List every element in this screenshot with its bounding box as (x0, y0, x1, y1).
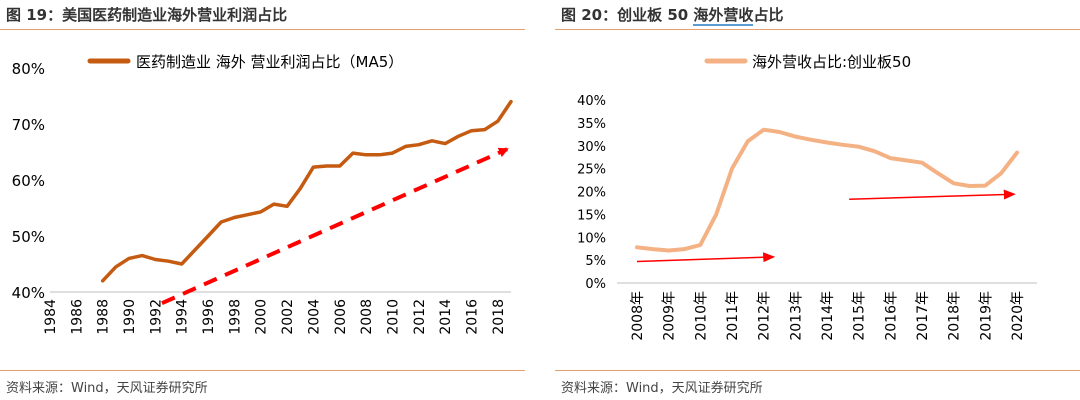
panel-right: 图 20：创业板 50 海外营收占比 0% 5% 10% 15% 20% 25% 30% 35… (555, 0, 1080, 400)
x-tick-label-left: 2018 (491, 299, 507, 335)
x-tick-label-right: 2010年 (693, 291, 709, 341)
panel-left: 图 19：美国医药制造业海外营业利润占比 40% 50% 60% 70% 80% 1984… (0, 0, 525, 400)
y-tick-label-right: 5% (585, 254, 606, 269)
x-tick-label-right: 2019年 (978, 291, 994, 341)
title-rule-left (0, 29, 525, 30)
x-tick-label-left: 1988 (96, 299, 112, 335)
y-tick-label-left: 50% (12, 228, 45, 246)
y-tick-label-left: 60% (12, 172, 45, 190)
title-suffix-right: 占比 (753, 6, 784, 24)
x-tick-label-left: 2004 (306, 299, 322, 335)
y-tick-label-left: 40% (12, 284, 45, 302)
x-tick-label-right: 2012年 (757, 291, 773, 341)
x-tick-label-left: 1996 (201, 299, 217, 335)
x-tick-label-left: 2012 (412, 299, 428, 335)
annotation-arrow-right-1 (636, 252, 776, 263)
series-line-left (100, 99, 513, 283)
source-note-left: 资料来源：Wind，天风证券研究所 (6, 381, 208, 396)
x-tick-label-right: 2017年 (915, 291, 931, 341)
x-tick-label-right: 2014年 (820, 291, 836, 341)
source-note-right: 资料来源：Wind，天风证券研究所 (561, 381, 763, 396)
x-tick-label-right: 2013年 (788, 291, 804, 341)
chart-right: 0% 5% 10% 15% 20% 25% 30% 35% 40% 2008年 2009年 2010年… (577, 53, 1037, 341)
y-tick-label-right: 25% (577, 163, 606, 178)
y-tick-label-right: 0% (585, 277, 606, 292)
x-tick-label-left: 2010 (385, 299, 401, 335)
x-tick-label-left: 1986 (69, 299, 85, 335)
x-tick-label-right: 2020年 (1010, 291, 1026, 341)
trend-arrow-left (161, 147, 509, 306)
x-tick-label-left: 2014 (438, 299, 454, 335)
y-tick-label-right: 20% (577, 186, 606, 201)
title-prefix-right: 图 20：创业板 50 (561, 6, 694, 24)
chart-left: 40% 50% 60% 70% 80% 1984 1986 1988 1990 1992 1994 1… (12, 53, 513, 335)
legend-label-left: 医药制造业 海外 营业利润占比（MA5） (136, 53, 403, 71)
x-tick-label-left: 1984 (43, 299, 59, 335)
x-tick-label-left: 1994 (175, 299, 191, 335)
x-tick-label-right: 2016年 (883, 291, 899, 341)
y-tick-label-left: 70% (12, 116, 45, 134)
source-rule-left (0, 370, 525, 371)
x-tick-label-right: 2018年 (947, 291, 963, 341)
chart-title-left: 图 19：美国医药制造业海外营业利润占比 (6, 6, 288, 24)
x-tick-label-right: 2015年 (852, 291, 868, 341)
y-tick-label-right: 15% (577, 208, 606, 223)
y-tick-label-right: 10% (577, 231, 606, 246)
x-tick-label-left: 1990 (122, 299, 138, 335)
series-line-right (635, 127, 1019, 253)
source-rule-right (555, 370, 1080, 371)
x-tick-label-left: 2002 (280, 299, 296, 335)
x-tick-label-right: 2008年 (630, 291, 646, 341)
annotation-arrow-right-2 (849, 189, 1016, 201)
title-underlined-right: 海外营收 (693, 6, 754, 26)
x-tick-label-left: 2000 (254, 299, 270, 335)
x-tick-label-left: 1992 (148, 299, 164, 335)
y-tick-label-right: 35% (577, 117, 606, 132)
x-tick-label-left: 2008 (359, 299, 375, 335)
x-tick-label-left: 2016 (464, 299, 480, 335)
y-tick-label-left: 80% (12, 60, 45, 78)
legend-label-right: 海外营收占比:创业板50 (752, 53, 911, 71)
chart-title-right: 图 20：创业板 50 海外营收占比 (561, 4, 784, 26)
title-rule-right (555, 29, 1080, 30)
x-tick-label-left: 1998 (227, 299, 243, 335)
y-tick-label-right: 40% (577, 94, 606, 109)
x-tick-label-right: 2009年 (662, 291, 678, 341)
y-tick-label-right: 30% (577, 140, 606, 155)
x-tick-label-right: 2011年 (725, 291, 741, 341)
x-tick-label-left: 2006 (333, 299, 349, 335)
